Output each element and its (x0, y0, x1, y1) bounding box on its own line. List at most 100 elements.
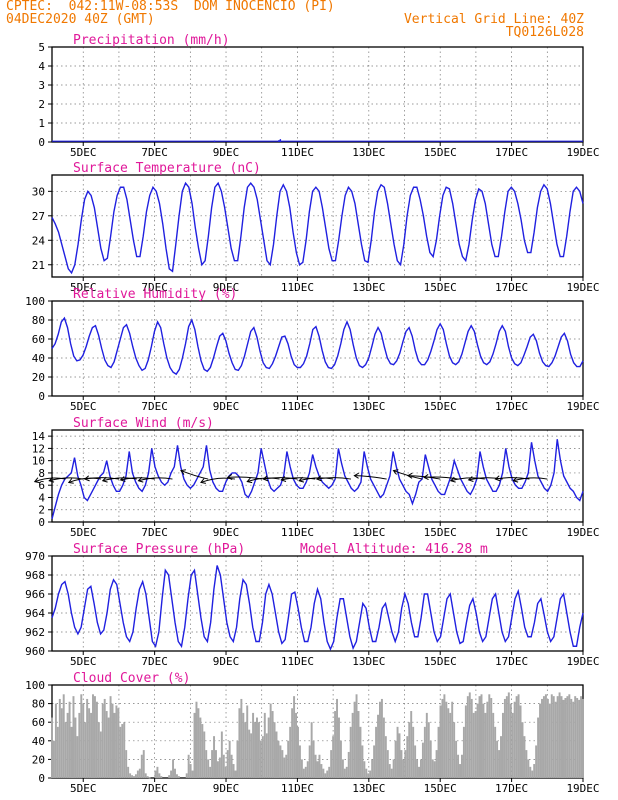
bar (279, 139, 282, 142)
bar (195, 701, 198, 778)
bar (525, 750, 528, 778)
x-tick-label: 9DEC (213, 281, 240, 294)
x-tick-label: 17DEC (495, 526, 528, 539)
bar (474, 711, 477, 778)
series-line (51, 316, 584, 376)
bar (326, 770, 329, 778)
bar (185, 773, 188, 778)
wind-vector (513, 477, 548, 482)
y-tick-label: 60 (32, 333, 45, 346)
x-tick-label: 15DEC (424, 782, 457, 795)
wind-arrowhead (101, 476, 108, 483)
bar (187, 754, 190, 778)
wind-arrowhead (48, 476, 55, 483)
bar (550, 694, 553, 778)
x-tick-label: 15DEC (424, 526, 457, 539)
bar (119, 726, 122, 778)
y-tick-label: 970 (25, 550, 45, 563)
wind-vector (424, 476, 459, 480)
panel-title: Surface Temperature (nC) (73, 161, 261, 176)
bar (154, 770, 157, 778)
y-tick-label: 20 (32, 371, 45, 384)
y-tick-label: 21 (32, 259, 45, 272)
x-tick-label: 7DEC (141, 146, 168, 159)
bar (410, 711, 413, 778)
x-tick-label: 9DEC (213, 400, 240, 413)
bar (361, 745, 364, 778)
bar (484, 712, 487, 778)
x-tick-label: 7DEC (141, 782, 168, 795)
y-tick-label: 0 (38, 772, 45, 785)
bar (170, 770, 173, 778)
bar (230, 754, 233, 778)
x-tick-label: 5DEC (70, 782, 97, 795)
panel-1 (48, 46, 584, 146)
bar (244, 722, 247, 778)
bar (70, 726, 73, 778)
x-tick-label: 11DEC (281, 146, 314, 159)
bar (269, 703, 272, 778)
bar (539, 703, 542, 778)
panel-5 (48, 555, 584, 655)
bar (213, 736, 216, 778)
bar (437, 726, 440, 778)
bar (209, 766, 212, 778)
bar (363, 761, 366, 778)
bar (332, 736, 335, 778)
wind-vector (180, 470, 209, 480)
x-tick-label: 19DEC (566, 782, 599, 795)
bar (310, 722, 313, 778)
bar (218, 757, 221, 778)
y-tick-label: 4 (38, 60, 45, 73)
bar (146, 776, 149, 778)
bar (380, 698, 383, 778)
bar (447, 708, 450, 778)
x-tick-label: 11DEC (281, 400, 314, 413)
bar (199, 717, 202, 778)
bar (62, 694, 65, 778)
bar (252, 712, 255, 778)
panel-frame (51, 46, 584, 143)
bar (500, 736, 502, 778)
bar (353, 701, 356, 778)
y-tick-label: 80 (32, 698, 45, 711)
bar (236, 740, 239, 778)
bar (328, 766, 331, 778)
bar (429, 740, 432, 778)
bar (371, 759, 374, 778)
bar (468, 692, 471, 778)
y-tick-label: 0 (38, 516, 45, 529)
bar (304, 766, 307, 778)
bar (544, 694, 547, 778)
bar (318, 754, 321, 778)
bar (271, 711, 274, 778)
bar (254, 722, 257, 778)
bar (295, 712, 297, 778)
y-tick-label: 100 (25, 295, 45, 308)
bar (334, 711, 337, 778)
bar (560, 696, 563, 778)
bar (232, 764, 235, 778)
y-tick-label: 40 (32, 352, 45, 365)
bar (480, 694, 483, 778)
bar (511, 712, 514, 778)
bar (488, 694, 491, 778)
bar (535, 745, 538, 778)
bar (54, 703, 57, 778)
bar (419, 759, 422, 778)
bar (117, 708, 120, 778)
bar (546, 698, 549, 778)
x-tick-label: 5DEC (70, 526, 97, 539)
panel-2 (48, 174, 584, 281)
bar (541, 698, 543, 778)
y-tick-label: 964 (25, 607, 45, 620)
bar (80, 694, 83, 778)
x-tick-label: 7DEC (141, 655, 168, 668)
x-tick-label: 11DEC (281, 782, 314, 795)
bar (533, 764, 536, 778)
x-tick-label: 7DEC (141, 526, 168, 539)
wind-arrowhead (246, 477, 253, 484)
bar (462, 726, 465, 778)
bar (228, 740, 231, 778)
bar (172, 759, 175, 778)
